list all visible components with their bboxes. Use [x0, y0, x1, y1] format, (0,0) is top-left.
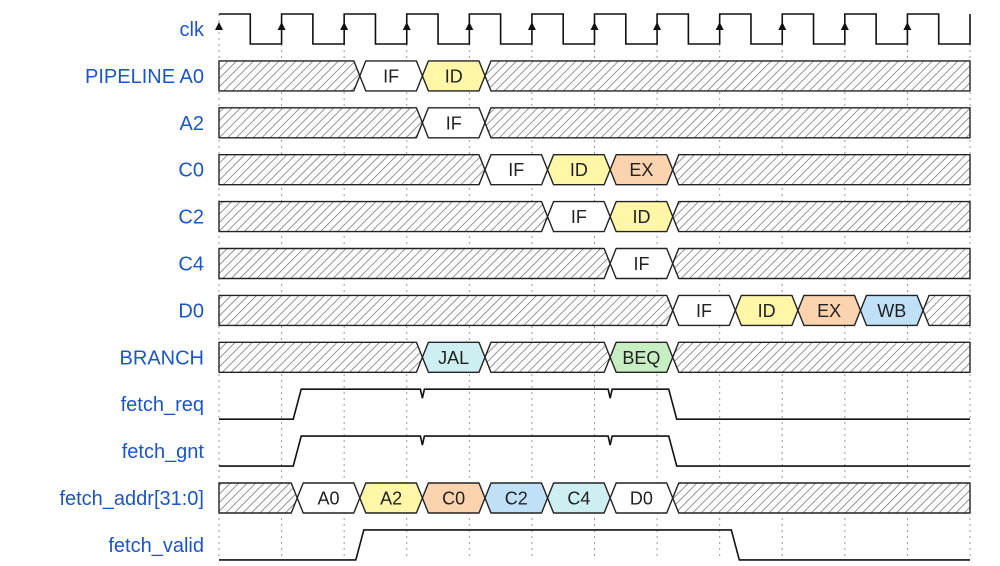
- bus-segment-undefined: [218, 107, 424, 139]
- signal-label-c4: C4: [178, 254, 204, 276]
- digital-wave: [219, 388, 970, 420]
- bus-value-label: C4: [567, 489, 590, 509]
- rising-edge-arrow-icon: [653, 22, 662, 30]
- bus-value-label: BEQ: [622, 348, 660, 368]
- bus-segment-undefined: [484, 341, 611, 373]
- rising-edge-arrow-icon: [277, 22, 286, 30]
- rising-edge-arrow-icon: [215, 22, 223, 30]
- bus-segment-undefined: [218, 247, 611, 280]
- bus-value-label: JAL: [438, 348, 469, 368]
- signal-label-fetch-addr-31-0: fetch_addr[31:0]: [59, 488, 204, 510]
- signal-label-pipeline-a0: PIPELINE A0: [85, 66, 204, 88]
- bus-value-label: C2: [505, 489, 528, 509]
- bus-segment-undefined: [484, 60, 971, 92]
- bus-value-label: D0: [630, 489, 653, 509]
- signal-label-clk: clk: [180, 19, 205, 41]
- bus-segment-undefined: [218, 60, 361, 92]
- bus-value-label: IF: [508, 160, 524, 180]
- bus-segment-undefined: [672, 200, 971, 233]
- bus-segment-undefined: [218, 294, 674, 327]
- bus-segment-undefined: [672, 341, 971, 373]
- waveform-c2: IF ID: [218, 200, 971, 233]
- digital-wave: [219, 529, 970, 561]
- waveform-clk: [215, 13, 971, 45]
- signal-label-branch: BRANCH: [120, 347, 204, 369]
- rising-edge-arrow-icon: [840, 22, 849, 30]
- signal-label-a2: A2: [180, 113, 204, 135]
- waveforms: IF ID IF IF ID EX IF ID IF IF ID EX WB JAL BEQ A0 A2 C0 C2…: [215, 13, 971, 561]
- bus-segment-undefined: [218, 200, 549, 233]
- signal-labels: clk PIPELINE A0 A2 C0 C2 C4 D0 BRANCH fetch_reqf…: [59, 19, 205, 557]
- bus-segment-undefined: [922, 294, 971, 327]
- signal-label-d0: D0: [178, 300, 204, 322]
- waveform-fetch-gnt: [219, 435, 970, 467]
- bus-segment-undefined: [218, 482, 298, 514]
- bus-value-label: IF: [633, 254, 649, 274]
- bus-value-label: ID: [758, 301, 776, 321]
- digital-wave: [219, 435, 970, 467]
- clk-wave: [219, 13, 971, 45]
- bus-value-label: C0: [442, 489, 465, 509]
- rising-edge-arrow-icon: [903, 22, 912, 30]
- bus-value-label: ID: [632, 207, 650, 227]
- signal-label-fetch-req: fetch_req: [121, 394, 204, 416]
- waveform-pipeline-a0: IF ID: [218, 60, 971, 92]
- bus-value-label: IF: [696, 301, 712, 321]
- rising-edge-arrow-icon: [402, 22, 411, 30]
- waveform-fetch-req: [219, 388, 970, 420]
- waveform-fetch-addr-31-0: A0 A2 C0 C2 C4 D0: [218, 482, 971, 514]
- bus-value-label: IF: [446, 113, 462, 133]
- waveform-c4: IF: [218, 247, 971, 280]
- bus-segment-undefined: [672, 153, 971, 186]
- bus-value-label: EX: [817, 301, 841, 321]
- bus-segment-undefined: [218, 153, 486, 186]
- bus-value-label: A2: [380, 489, 402, 509]
- bus-value-label: EX: [629, 160, 653, 180]
- rising-edge-arrow-icon: [465, 22, 474, 30]
- waveform-branch: JAL BEQ: [218, 341, 971, 373]
- bus-value-label: ID: [570, 160, 588, 180]
- signal-label-fetch-gnt: fetch_gnt: [122, 441, 205, 463]
- bus-value-label: WB: [877, 301, 906, 321]
- waveform-c0: IF ID EX: [218, 153, 971, 186]
- signal-label-fetch-valid: fetch_valid: [108, 535, 204, 557]
- waveform-a2: IF: [218, 107, 971, 139]
- rising-edge-arrow-icon: [527, 22, 536, 30]
- rising-edge-arrow-icon: [590, 22, 599, 30]
- signal-label-c2: C2: [178, 207, 204, 229]
- bus-segment-undefined: [218, 341, 424, 373]
- bus-value-label: ID: [445, 66, 463, 86]
- bus-segment-undefined: [484, 107, 971, 139]
- rising-edge-arrow-icon: [340, 22, 349, 30]
- cycle-grid: [218, 14, 971, 560]
- rising-edge-arrow-icon: [778, 22, 787, 30]
- waveform-fetch-valid: [219, 529, 970, 561]
- bus-segment-undefined: [672, 482, 971, 514]
- rising-edge-arrow-icon: [715, 22, 724, 30]
- waveform-d0: IF ID EX WB: [218, 294, 971, 327]
- bus-value-label: IF: [383, 66, 399, 86]
- bus-value-label: IF: [571, 207, 587, 227]
- bus-value-label: A0: [318, 489, 340, 509]
- bus-segment-undefined: [672, 247, 971, 280]
- signal-label-c0: C0: [178, 160, 204, 182]
